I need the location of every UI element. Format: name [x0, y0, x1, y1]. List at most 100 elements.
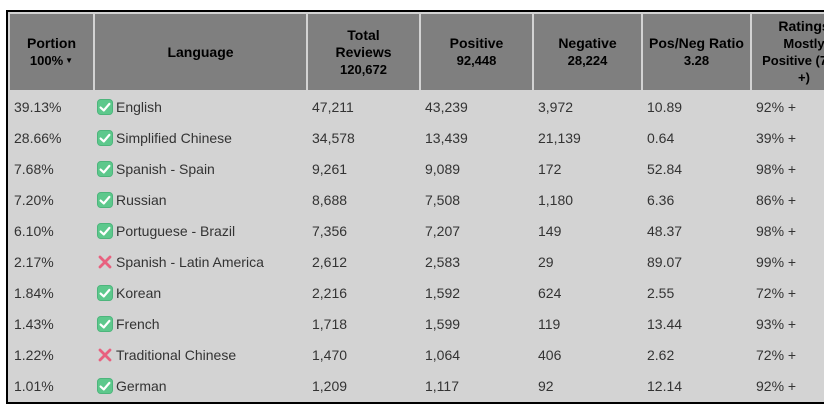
portion-cell: 1.22%: [14, 346, 54, 363]
ratio-cell: 48.37: [647, 222, 683, 239]
total-reviews-cell: 1,209: [312, 377, 348, 394]
positive-cell: 7,207: [425, 222, 461, 239]
portion-cell: 7.20%: [14, 191, 54, 208]
ratings-cell: 92% +: [756, 98, 797, 115]
table-header: Portion 100% ▼ Language Total Reviews 120…: [10, 14, 824, 90]
column-subvalue: 92,448: [456, 53, 497, 68]
language-name: French: [116, 315, 160, 332]
table-row: 6.10% Portuguese - Brazil 7,356 7,207 14…: [10, 216, 824, 245]
positive-cell: 1,599: [425, 315, 461, 332]
language-included-checkbox-icon[interactable]: [97, 160, 113, 177]
language-name: Traditional Chinese: [116, 346, 237, 363]
column-subvalue: 28,224: [567, 53, 608, 68]
ratings-cell: 86% +: [756, 191, 797, 208]
language-included-checkbox-icon[interactable]: [97, 315, 113, 332]
table-row: 2.17% Spanish - Latin America 2,612 2,58…: [10, 247, 824, 276]
table-row: 7.20% Russian 8,688 7,508 1,180 6.36 86%…: [10, 185, 824, 214]
negative-cell: 149: [538, 222, 562, 239]
ratio-cell: 12.14: [647, 377, 683, 394]
ratio-cell: 2.55: [647, 284, 675, 301]
negative-cell: 119: [538, 315, 561, 332]
total-reviews-cell: 2,612: [312, 253, 348, 270]
language-included-checkbox-icon[interactable]: [97, 191, 113, 208]
total-reviews-cell: 2,216: [312, 284, 348, 301]
language-included-checkbox-icon[interactable]: [97, 284, 113, 301]
ratio-cell: 89.07: [647, 253, 683, 270]
language-cell: German: [95, 371, 306, 400]
column-header-total-reviews[interactable]: Total Reviews 120,672: [308, 14, 419, 90]
column-header-portion[interactable]: Portion 100% ▼: [10, 14, 93, 90]
total-reviews-cell: 8,688: [312, 191, 348, 208]
negative-cell: 1,180: [538, 191, 574, 208]
language-cell: English: [95, 92, 306, 121]
column-label: Positive: [449, 35, 504, 51]
column-label: Language: [167, 43, 234, 60]
language-excluded-x-icon[interactable]: [97, 254, 113, 270]
column-subvalue: 100%: [29, 53, 64, 68]
ratio-cell: 0.64: [647, 129, 675, 146]
language-included-checkbox-icon[interactable]: [97, 377, 113, 394]
portion-cell: 39.13%: [14, 98, 62, 115]
table-row: 28.66% Simplified Chinese 34,578 13,439 …: [10, 123, 824, 152]
positive-cell: 1,117: [425, 377, 459, 394]
column-header-language[interactable]: Language: [95, 14, 306, 90]
language-cell: Traditional Chinese: [95, 340, 306, 369]
language-name: German: [116, 377, 167, 394]
table-row: 1.84% Korean 2,216 1,592 624 2.55 72% +: [10, 278, 824, 307]
language-reviews-table: Portion 100% ▼ Language Total Reviews 120…: [6, 10, 824, 404]
table-row: 1.43% French 1,718 1,599 119 13.44 93% +: [10, 309, 824, 338]
table-row: 1.22% Traditional Chinese 1,470 1,064 40…: [10, 340, 824, 369]
table-body: 39.13% English 47,211 43,239 3,972 10.89…: [10, 92, 824, 400]
language-cell: Simplified Chinese: [95, 123, 306, 152]
table-row: 1.01% German 1,209 1,117 92 12.14 92% +: [10, 371, 824, 400]
ratio-cell: 13.44: [647, 315, 683, 332]
positive-cell: 9,089: [425, 160, 461, 177]
language-included-checkbox-icon[interactable]: [97, 129, 113, 146]
ratings-cell: 98% +: [756, 160, 797, 177]
language-included-checkbox-icon[interactable]: [97, 98, 113, 115]
portion-cell: 2.17%: [14, 253, 54, 270]
language-included-checkbox-icon[interactable]: [97, 222, 113, 239]
total-reviews-cell: 1,470: [312, 346, 348, 363]
language-name: Simplified Chinese: [116, 129, 232, 146]
ratings-cell: 39% +: [756, 129, 797, 146]
positive-cell: 13,439: [425, 129, 468, 146]
language-excluded-x-icon[interactable]: [97, 347, 113, 363]
column-header-positive[interactable]: Positive 92,448: [421, 14, 532, 90]
ratio-cell: 2.62: [647, 346, 675, 363]
column-subvalue: 3.28: [683, 53, 710, 68]
negative-cell: 624: [538, 284, 562, 301]
positive-cell: 7,508: [425, 191, 461, 208]
language-cell: French: [95, 309, 306, 338]
language-name: Portuguese - Brazil: [116, 222, 236, 239]
language-name: Korean: [116, 284, 162, 301]
ratings-cell: 93% +: [756, 315, 797, 332]
language-name: English: [116, 98, 162, 115]
language-name: Spanish - Latin America: [116, 253, 264, 270]
total-reviews-cell: 47,211: [312, 98, 354, 115]
total-reviews-cell: 34,578: [312, 129, 355, 146]
negative-cell: 406: [538, 346, 562, 363]
language-cell: Portuguese - Brazil: [95, 216, 306, 245]
ratio-cell: 10.89: [647, 98, 683, 115]
column-label: Portion: [27, 35, 76, 51]
portion-cell: 6.10%: [14, 222, 54, 239]
column-header-pos-neg-ratio[interactable]: Pos/Neg Ratio 3.28: [643, 14, 750, 90]
positive-cell: 43,239: [425, 98, 468, 115]
positive-cell: 2,583: [425, 253, 461, 270]
portion-cell: 1.01%: [14, 377, 54, 394]
column-label: Total Reviews: [335, 26, 392, 60]
ratings-cell: 92% +: [756, 377, 797, 394]
positive-cell: 1,592: [425, 284, 461, 301]
column-header-ratings[interactable]: Ratings Mostly Positive (77% +): [752, 14, 824, 90]
column-header-negative[interactable]: Negative 28,224: [534, 14, 641, 90]
column-subvalue: 120,672: [340, 61, 387, 77]
language-name: Russian: [116, 191, 167, 208]
positive-cell: 1,064: [425, 346, 461, 363]
language-name: Spanish - Spain: [116, 160, 215, 177]
column-subvalue: Mostly Positive (77% +): [762, 36, 824, 85]
ratings-cell: 72% +: [756, 284, 797, 301]
column-label: Negative: [558, 35, 617, 51]
negative-cell: 3,972: [538, 98, 574, 115]
